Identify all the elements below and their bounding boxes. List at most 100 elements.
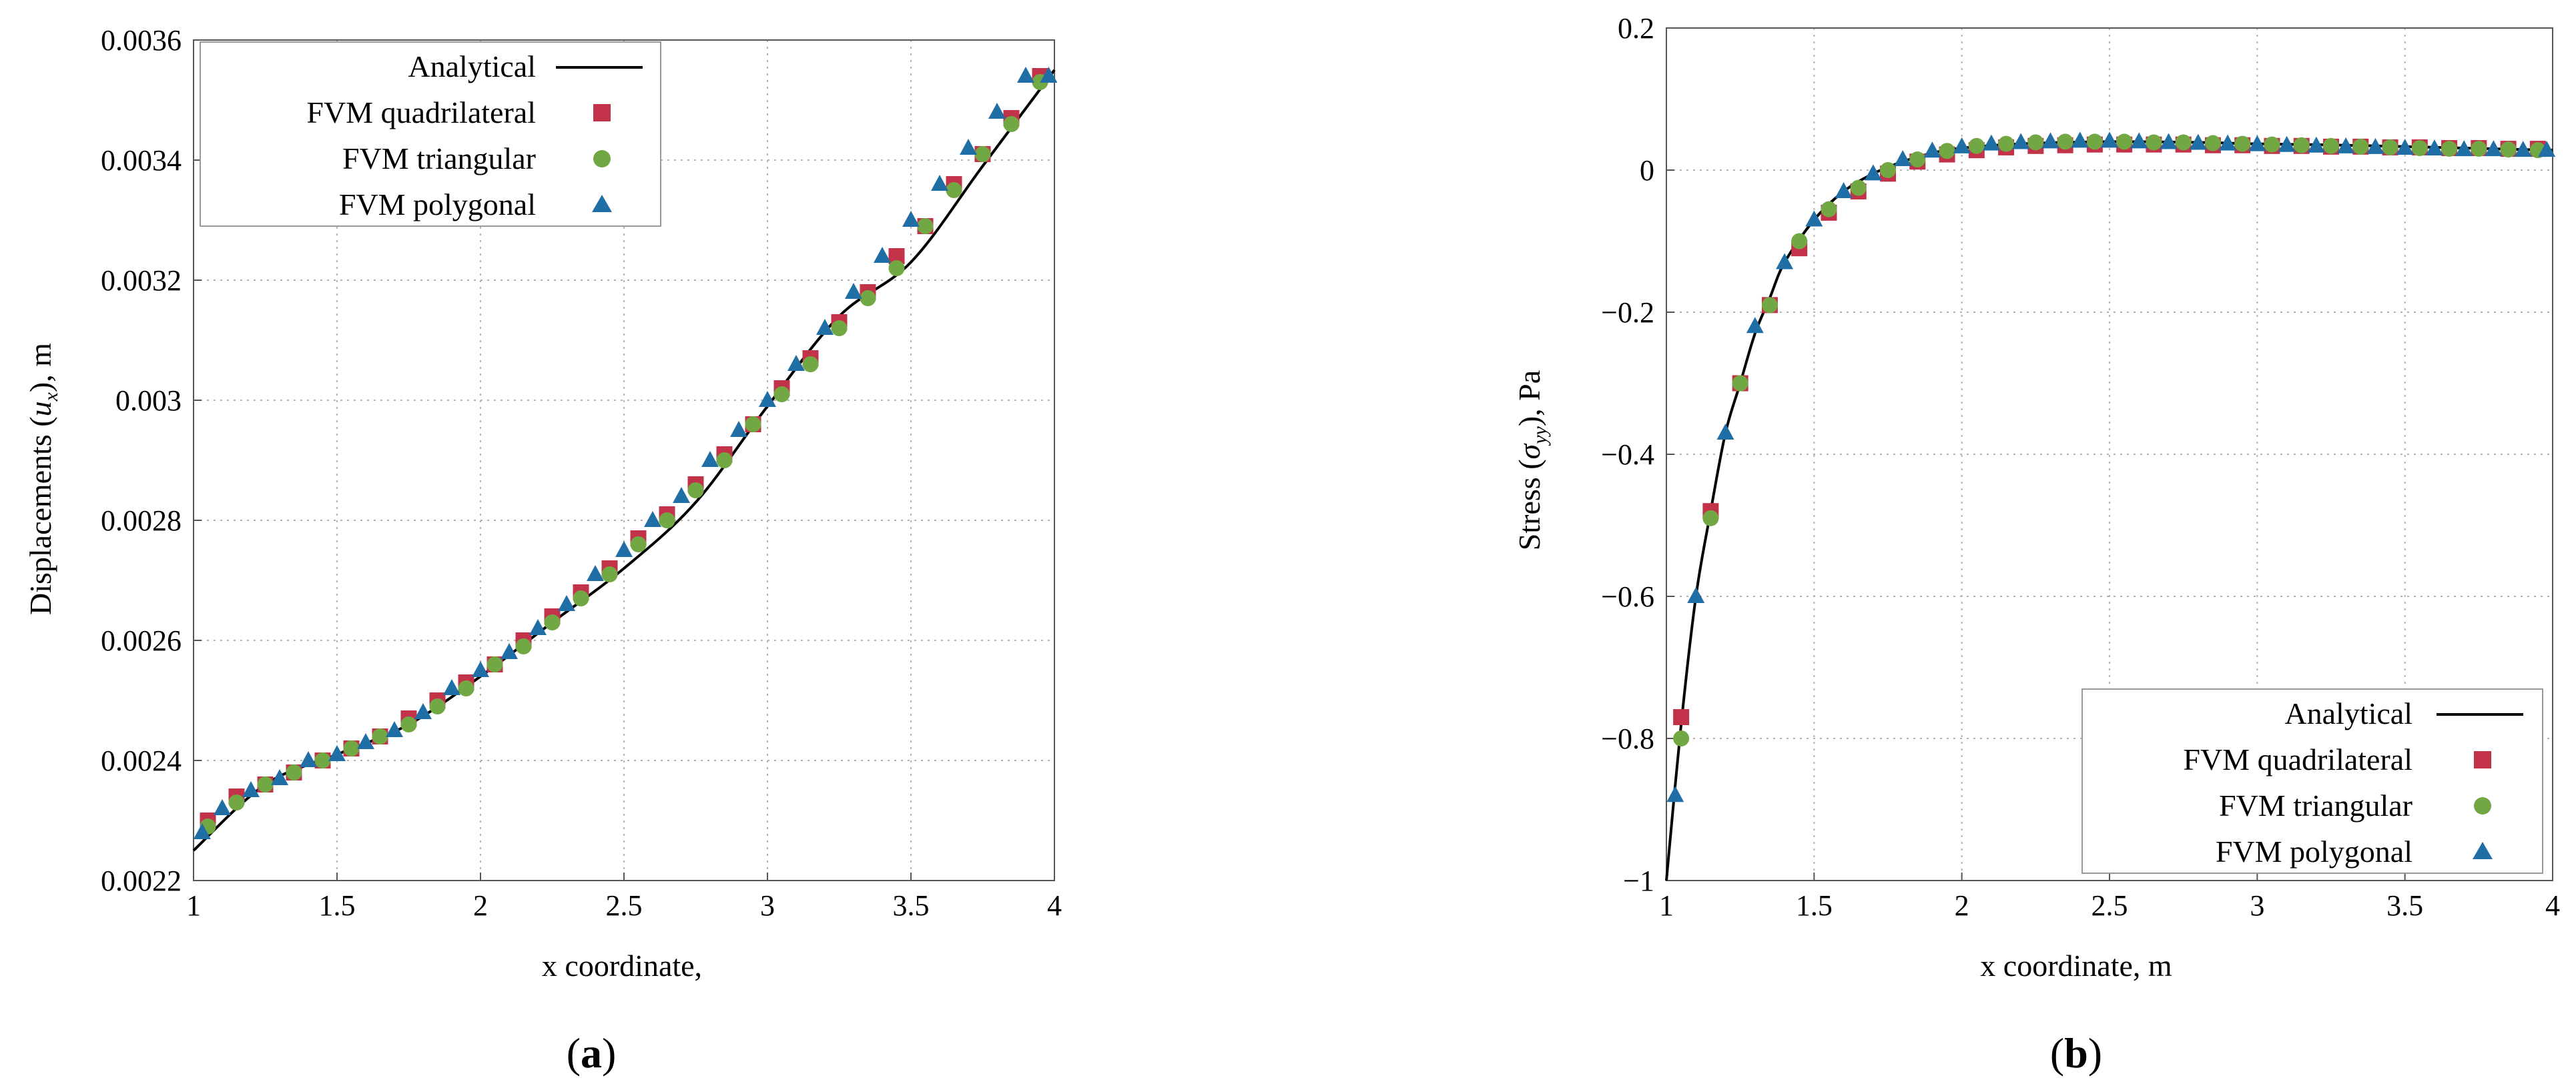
chart-a-ticks: 1 1.5 2 2.5 3 3.5 4 0.0022 0.0024 0.0026 0.0028 0.0… — [101, 24, 1062, 922]
chart-b-point-polygonal — [1982, 134, 2000, 151]
chart-b-point-polygonal — [2012, 133, 2030, 149]
chart-a-legend-label-quadrilateral: FVM quadrilateral — [306, 95, 536, 129]
chart-b-point-triangular — [2027, 134, 2044, 151]
chart-a-point-triangular — [515, 638, 532, 654]
chart-a-ytick-label: 0.0026 — [101, 624, 182, 657]
chart-b-legend-box — [2081, 688, 2543, 874]
chart-b-point-polygonal — [2307, 136, 2325, 153]
chart-b-point-triangular — [2234, 135, 2251, 152]
chart-a-point-polygonal — [960, 139, 977, 155]
chart-a-ytick-label: 0.003 — [115, 384, 182, 417]
chart-b-xtick-label: 1.5 — [1796, 889, 1833, 922]
chart-a-xtick-label: 1 — [186, 889, 201, 922]
chart-a-xlabel: x coordinate, — [542, 949, 702, 983]
chart-b-point-triangular — [1909, 151, 1926, 168]
chart-a-point-polygonal — [730, 421, 747, 437]
chart-b-point-triangular — [2441, 141, 2458, 157]
chart-b-point-triangular — [2323, 137, 2339, 154]
chart-b-point-polygonal — [2041, 132, 2059, 149]
chart-b: 1 1.5 2 2.5 3 3.5 4 −1 −0.8 −0.6 −0.4 −0.2 0 0.2 x co… — [1512, 12, 2560, 1077]
chart-b-point-polygonal — [1864, 164, 1882, 181]
chart-b-point-polygonal — [2130, 132, 2148, 149]
chart-b-point-triangular — [2471, 141, 2487, 157]
chart-a-legend-label-analytical: Analytical — [408, 49, 536, 83]
chart-b-point-polygonal — [1894, 150, 1912, 167]
chart-a-point-triangular — [630, 536, 647, 552]
chart-a-point-polygonal — [443, 679, 460, 695]
chart-a-point-polygonal — [242, 781, 260, 797]
chart-b-point-polygonal — [2396, 138, 2414, 155]
chart-b-ytick-label: −0.8 — [1601, 722, 1654, 755]
chart-b-point-polygonal — [2538, 141, 2556, 157]
chart-a-point-polygonal — [193, 823, 211, 839]
chart-a-point-polygonal — [300, 751, 317, 767]
chart-a-legend-swatch-quadrilateral — [593, 104, 611, 121]
chart-a-point-triangular — [716, 452, 733, 468]
chart-a-point-triangular — [860, 290, 876, 306]
chart-b-point-triangular — [2293, 137, 2310, 153]
chart-a-point-triangular — [1003, 116, 1020, 132]
chart-a-xtick-label: 4 — [1047, 889, 1062, 922]
chart-b-point-triangular — [2352, 138, 2369, 155]
chart-b-point-triangular — [1761, 297, 1778, 314]
chart-a-point-triangular — [687, 482, 704, 498]
chart-a-point-polygonal — [472, 661, 489, 677]
chart-b-ylabel: Stress (σyy), Pa — [1512, 370, 1551, 550]
chart-a-point-triangular — [601, 566, 618, 582]
chart-a-point-polygonal — [414, 703, 432, 719]
chart-b-legend-swatch-quadrilateral — [2474, 751, 2491, 768]
chart-b-legend-swatch-triangular — [2474, 797, 2491, 815]
chart-a-legend-swatch-polygonal — [592, 195, 612, 212]
chart-a-point-triangular — [343, 740, 360, 756]
chart-b-ytick-label: −0.2 — [1601, 296, 1654, 329]
chart-b-ticks: 1 1.5 2 2.5 3 3.5 4 −1 −0.8 −0.6 −0.4 −0.2 0 0.2 — [1601, 12, 2560, 922]
chart-a-xtick-label: 2.5 — [606, 889, 643, 922]
chart-b-point-triangular — [2175, 134, 2192, 151]
chart-b-ytick-label: −0.6 — [1601, 580, 1654, 613]
chart-b-point-polygonal — [1923, 141, 1941, 158]
chart-a-point-triangular — [458, 680, 474, 696]
chart-b-legend-label-triangular: FVM triangular — [2219, 788, 2412, 823]
chart-b-point-polygonal — [2101, 131, 2118, 148]
chart-a-point-triangular — [573, 590, 589, 606]
chart-b-point-triangular — [2086, 133, 2103, 150]
chart-b-point-triangular — [1791, 233, 1808, 249]
chart-a-legend-box — [200, 41, 661, 227]
chart-a-point-triangular — [372, 728, 388, 744]
chart-a-point-polygonal — [587, 565, 604, 581]
chart-a-point-polygonal — [501, 643, 518, 659]
chart-a-point-polygonal — [988, 103, 1006, 119]
chart-b-ytick-label: −0.4 — [1601, 438, 1654, 471]
chart-b-legend-swatch-polygonal — [2473, 842, 2493, 859]
chart-a-point-triangular — [745, 416, 761, 432]
chart-b-point-polygonal — [2366, 137, 2384, 154]
chart-b-grid — [1666, 28, 2553, 881]
chart-a-ytick-label: 0.0024 — [101, 744, 182, 777]
chart-a-point-triangular — [314, 752, 331, 768]
chart-a-point-triangular — [831, 320, 848, 336]
chart-b-point-triangular — [2146, 134, 2162, 151]
chart-a-point-polygonal — [845, 283, 862, 299]
chart-a-point-polygonal — [759, 391, 776, 407]
chart-b-point-triangular — [2382, 139, 2398, 155]
chart-a-xtick-label: 3.5 — [893, 889, 930, 922]
chart-b-xtick-label: 3 — [2250, 889, 2264, 922]
chart-a-point-triangular — [429, 698, 446, 714]
chart-a-point-polygonal — [1040, 67, 1058, 83]
chart-a-ytick-label: 0.0032 — [101, 264, 182, 297]
chart-b-point-triangular — [1939, 143, 1955, 159]
chart-a-point-triangular — [400, 716, 417, 732]
chart-b-xlabel: x coordinate, m — [1980, 949, 2172, 983]
chart-a-point-polygonal — [214, 799, 231, 815]
chart-a-legend: Analytical FVM quadrilateral FVM triangu… — [200, 41, 661, 227]
chart-b-point-polygonal — [2455, 140, 2473, 157]
chart-b-point-polygonal — [2219, 134, 2237, 151]
chart-b-point-polygonal — [2485, 140, 2503, 157]
chart-b-point-polygonal — [2248, 135, 2266, 151]
chart-a-point-triangular — [487, 656, 503, 672]
chart-b-point-polygonal — [2160, 133, 2178, 149]
chart-a-ytick-label: 0.0036 — [101, 24, 182, 57]
chart-a-legend-swatch-triangular — [593, 150, 611, 167]
chart-b-point-polygonal — [2337, 137, 2355, 153]
